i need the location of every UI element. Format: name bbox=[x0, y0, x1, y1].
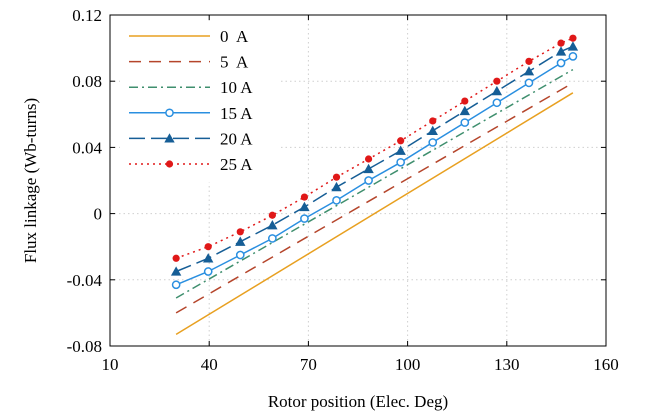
data-point bbox=[300, 214, 309, 223]
series-line bbox=[175, 68, 574, 299]
legend-label: 20 A bbox=[220, 129, 253, 148]
y-tick-label: 0 bbox=[94, 205, 103, 224]
data-point bbox=[427, 125, 438, 136]
data-point bbox=[268, 234, 277, 243]
data-point bbox=[268, 211, 276, 219]
grid-lines bbox=[110, 15, 606, 346]
data-point bbox=[299, 201, 310, 212]
data-point bbox=[428, 138, 438, 147]
axis-ticks: 10 40 70 100 130 160 -0.08 -0.04 0 0.04 0.08 0.12 bbox=[67, 6, 619, 374]
y-axis-title: Flux linkage (Wb-turns) bbox=[21, 98, 40, 263]
legend-marker bbox=[165, 108, 174, 118]
x-tick-label: 40 bbox=[201, 355, 218, 374]
data-point bbox=[396, 157, 406, 167]
data-point bbox=[493, 77, 501, 85]
data-point bbox=[461, 97, 469, 105]
data-point bbox=[569, 34, 577, 42]
data-point bbox=[331, 181, 342, 192]
data-point bbox=[332, 173, 341, 181]
series-line bbox=[175, 45, 574, 273]
data-point bbox=[555, 46, 567, 56]
data-point bbox=[491, 85, 503, 96]
series-1 bbox=[175, 82, 574, 314]
data-point bbox=[203, 253, 214, 263]
legend-label: 0 A bbox=[220, 27, 249, 46]
series-2 bbox=[175, 68, 574, 299]
legend-marker bbox=[164, 133, 175, 143]
series-layer bbox=[170, 34, 579, 336]
data-point bbox=[204, 243, 212, 251]
data-point bbox=[492, 98, 502, 108]
data-point bbox=[364, 155, 373, 163]
data-point bbox=[460, 118, 470, 127]
data-point bbox=[172, 254, 180, 262]
series-line bbox=[175, 55, 574, 286]
series-line bbox=[175, 92, 574, 336]
x-tick-label: 130 bbox=[494, 355, 520, 374]
series-3 bbox=[171, 52, 578, 290]
y-tick-label: -0.08 bbox=[67, 337, 102, 356]
series-4 bbox=[170, 41, 579, 276]
y-tick-label: -0.04 bbox=[67, 271, 103, 290]
series-5 bbox=[172, 34, 577, 262]
data-point bbox=[267, 219, 278, 230]
x-axis-title: Rotor position (Elec. Deg) bbox=[268, 392, 448, 411]
data-point bbox=[235, 236, 246, 246]
data-point bbox=[363, 163, 374, 174]
data-point bbox=[567, 41, 579, 51]
data-point bbox=[171, 280, 181, 290]
series-line bbox=[175, 82, 574, 314]
data-point bbox=[170, 266, 182, 276]
legend-marker bbox=[165, 160, 174, 168]
data-point bbox=[235, 250, 245, 260]
legend: 0 A 5 A 10 A 15 A 20 A 25 A bbox=[120, 21, 280, 183]
data-point bbox=[300, 193, 309, 201]
data-point bbox=[568, 52, 578, 61]
y-tick-label: 0.12 bbox=[72, 6, 102, 25]
y-tick-label: 0.08 bbox=[72, 72, 102, 91]
data-point bbox=[395, 145, 406, 155]
data-point bbox=[557, 39, 565, 47]
y-tick-label: 0.04 bbox=[72, 138, 102, 157]
data-point bbox=[397, 137, 405, 145]
data-point bbox=[524, 78, 534, 88]
data-point bbox=[203, 267, 213, 276]
x-tick-label: 70 bbox=[300, 355, 317, 374]
data-point bbox=[429, 117, 437, 125]
data-point bbox=[364, 176, 373, 185]
data-point bbox=[525, 57, 533, 65]
data-point bbox=[523, 66, 535, 76]
series-0 bbox=[175, 92, 574, 336]
data-point bbox=[459, 105, 471, 116]
plot-frame bbox=[109, 14, 607, 347]
data-point bbox=[236, 228, 244, 236]
series-line bbox=[175, 37, 574, 260]
legend-label: 5 A bbox=[220, 53, 249, 72]
x-tick-label: 100 bbox=[395, 355, 421, 374]
legend-label: 10 A bbox=[220, 78, 253, 97]
legend-box bbox=[120, 21, 280, 183]
data-point bbox=[556, 58, 566, 68]
data-point bbox=[332, 196, 341, 205]
x-tick-label: 10 bbox=[102, 355, 119, 374]
x-tick-label: 160 bbox=[593, 355, 619, 374]
legend-label: 25 A bbox=[220, 155, 253, 174]
legend-label: 15 A bbox=[220, 104, 253, 123]
